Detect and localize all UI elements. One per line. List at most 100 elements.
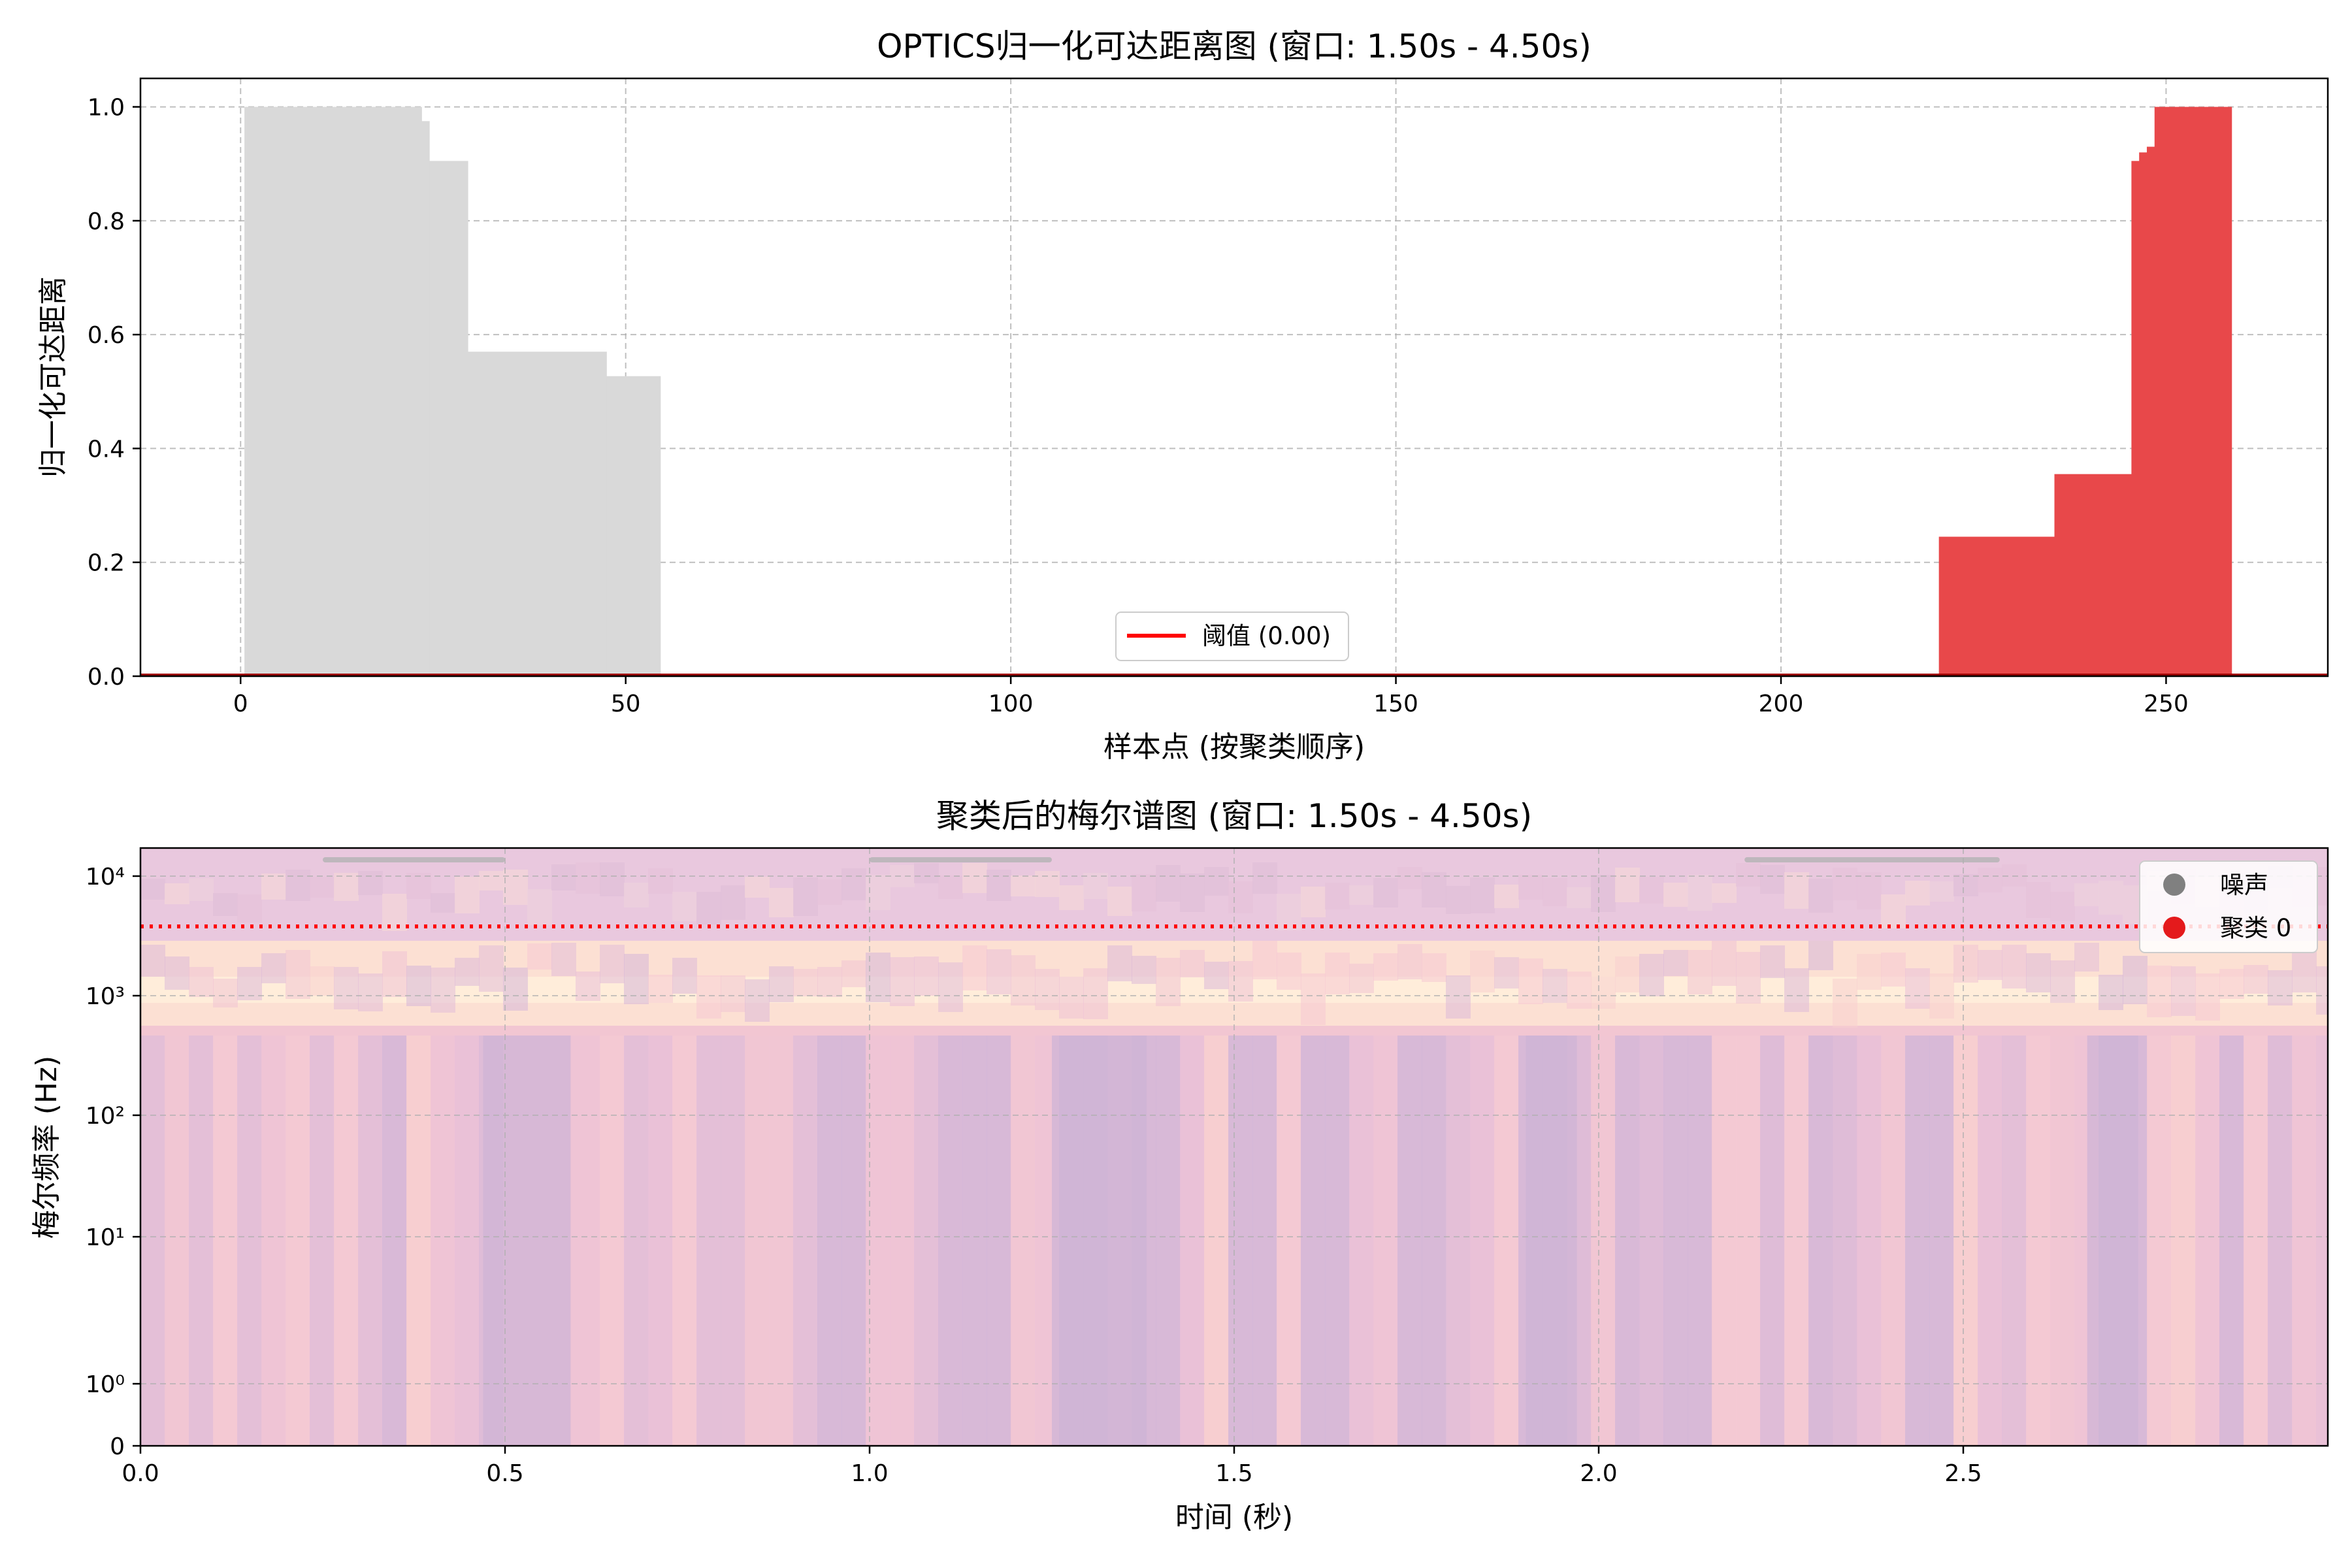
spectrogram-column: [1929, 1036, 1954, 1446]
spectrogram-patch: [527, 943, 552, 970]
chart1-y-tick-label: 0.6: [88, 322, 125, 349]
spectrogram-patch: [1543, 878, 1567, 906]
reachability-bar: [2131, 161, 2140, 676]
spectrogram-patch: [1349, 964, 1374, 993]
spectrogram-patch: [1277, 894, 1301, 930]
chart1-x-axis-label: 样本点 (按聚类顺序): [1103, 730, 1365, 764]
chart2-y-tick-label: 10⁴: [86, 864, 125, 890]
spectrogram-column: [769, 1036, 794, 1446]
spectrogram-streak: [323, 857, 505, 862]
spectrogram-column: [455, 1036, 480, 1446]
spectrogram-patch: [1446, 886, 1471, 914]
spectrogram-patch: [1470, 951, 1495, 992]
spectrogram-patch: [2026, 882, 2051, 918]
spectrogram-patch: [261, 874, 286, 900]
spectrogram-patch: [382, 951, 407, 997]
spectrogram-patch: [1905, 881, 1930, 906]
spectrogram-column: [1470, 1036, 1495, 1446]
spectrogram-patch: [406, 873, 431, 899]
spectrogram-patch: [2099, 975, 2123, 1010]
chart2-legend: 噪声 聚类 0: [2139, 860, 2318, 953]
spectrogram-patch: [1760, 945, 1785, 978]
spectrogram-column: [1760, 1036, 1785, 1446]
reachability-bar: [606, 376, 661, 676]
cluster0-legend-marker: [2163, 917, 2185, 939]
chart1-bars: [244, 106, 2232, 676]
spectrogram-column: [1446, 1036, 1471, 1446]
chart2-x-tick-label: 0.5: [486, 1460, 523, 1487]
spectrogram-patch: [648, 975, 673, 1003]
spectrogram-patch: [1083, 873, 1108, 899]
chart2-title: 聚类后的梅尔谱图 (窗口: 1.50s - 4.50s): [936, 797, 1532, 835]
spectrogram-patch: [1494, 957, 1519, 988]
spectrogram-patch: [1083, 968, 1108, 1019]
spectrogram-column: [1494, 1036, 1519, 1446]
spectrogram-column: [1591, 1036, 1616, 1446]
spectrogram-patch: [213, 979, 238, 1007]
spectrogram-patch: [793, 877, 818, 916]
chart2-y-ticks: 0 10⁰ 10¹ 10² 10³ 10⁴: [86, 864, 140, 1460]
spectrogram-column: [2026, 1036, 2051, 1446]
spectrogram-patch: [2171, 966, 2196, 1016]
spectrogram-patch: [503, 870, 528, 905]
spectrogram-patch: [1639, 877, 1664, 904]
spectrogram-column: [358, 1036, 383, 1446]
spectrogram-patch: [527, 889, 552, 925]
spectrogram-column: [334, 1036, 359, 1446]
spectrogram-column: [696, 1036, 721, 1446]
spectrogram-patch: [938, 962, 963, 1012]
spectrogram-patch: [1833, 868, 1857, 900]
spectrogram-patch: [576, 862, 600, 894]
spectrogram-patch: [793, 969, 818, 996]
spectrogram-patch: [1180, 950, 1205, 977]
spectrogram-patch: [2050, 960, 2075, 1003]
spectrogram-column: [1277, 1036, 1301, 1446]
spectrogram-patch: [1978, 868, 2002, 892]
chart1-y-tick-label: 0.0: [88, 664, 125, 691]
chart1-y-tick-label: 1.0: [88, 95, 125, 122]
spectrogram-patch: [1736, 863, 1761, 887]
spectrogram-patch: [745, 877, 770, 898]
spectrogram-patch: [962, 863, 987, 893]
chart2-x-tick-label: 1.0: [851, 1460, 888, 1487]
spectrogram-patch: [1688, 875, 1712, 911]
spectrogram-patch: [600, 945, 625, 983]
spectrogram-column: [237, 1036, 262, 1446]
spectrogram-patch: [1132, 874, 1156, 911]
reachability-bar: [421, 121, 430, 676]
spectrogram-patch: [189, 967, 214, 997]
chart1-y-axis-label: 归一化可达距离: [37, 276, 70, 478]
spectrogram-column: [1422, 1036, 1446, 1446]
spectrogram-patch: [1325, 883, 1350, 909]
spectrogram-column: [1325, 1036, 1350, 1446]
spectrogram-patch: [1059, 977, 1084, 1019]
spectrogram-patch: [1881, 953, 1906, 987]
spectrogram-column: [431, 1036, 455, 1446]
spectrogram-patch: [431, 893, 455, 913]
spectrogram-patch: [1663, 950, 1688, 976]
spectrogram-dark-column: [1526, 1036, 1577, 1446]
spectrogram-patch: [2099, 881, 2123, 915]
spectrogram-column: [2316, 1036, 2328, 1446]
chart2-x-tick-label: 2.5: [1944, 1460, 1982, 1487]
spectrogram-patch: [479, 945, 504, 992]
spectrogram-column: [213, 1036, 238, 1446]
spectrogram-patch: [1107, 887, 1132, 916]
spectrogram-patch: [1035, 969, 1060, 1010]
spectrogram-column: [1252, 1036, 1277, 1446]
reachability-bar: [2054, 474, 2132, 676]
spectrogram-patch: [286, 870, 310, 901]
chart1-x-tick-label: 150: [1373, 691, 1418, 717]
spectrogram-streak: [1744, 857, 2000, 862]
spectrogram-column: [1156, 1036, 1181, 1446]
spectrogram-patch: [1494, 885, 1519, 908]
spectrogram-patch: [914, 956, 939, 996]
spectrogram-patch: [938, 875, 963, 899]
spectrogram-column: [1639, 1036, 1664, 1446]
spectrogram-patch: [455, 958, 480, 986]
spectrogram-patch: [1349, 885, 1374, 905]
spectrogram-patch: [1736, 952, 1761, 1004]
reachability-bar: [429, 161, 468, 676]
spectrogram-patch: [1035, 871, 1060, 897]
spectrogram-column: [841, 1036, 866, 1446]
